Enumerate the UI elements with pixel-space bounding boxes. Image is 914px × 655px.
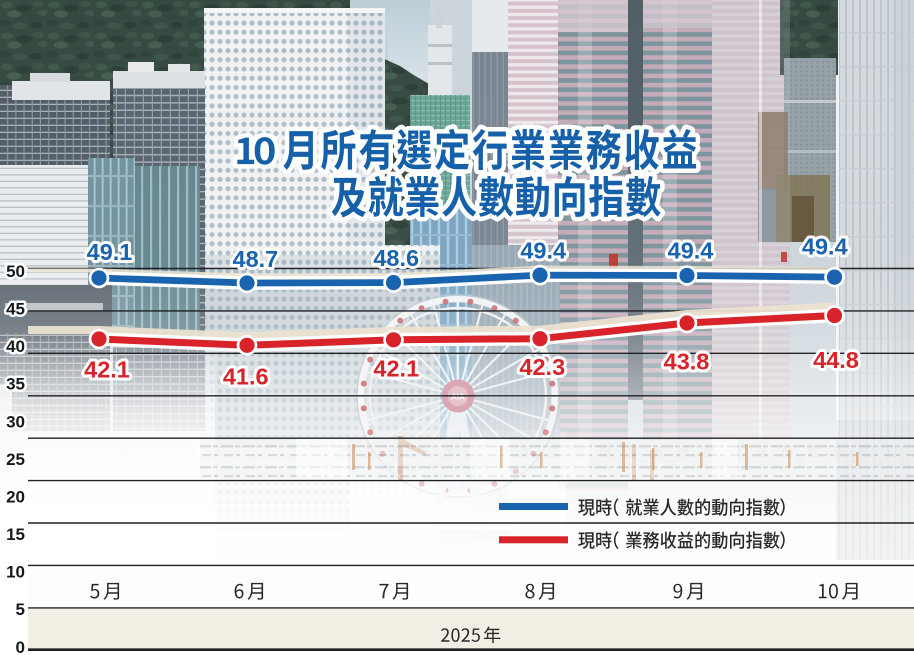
svg-text:50: 50	[6, 262, 25, 281]
svg-text:25: 25	[6, 450, 25, 469]
svg-text:42.1: 42.1	[373, 356, 419, 382]
svg-text:AIA: AIA	[451, 393, 465, 402]
svg-text:43.8: 43.8	[664, 348, 710, 374]
svg-text:20: 20	[6, 488, 25, 507]
svg-text:45: 45	[6, 300, 25, 319]
svg-text:35: 35	[6, 375, 25, 394]
svg-text:15: 15	[6, 525, 25, 544]
svg-text:44.8: 44.8	[813, 347, 859, 373]
svg-text:41.6: 41.6	[223, 363, 269, 389]
svg-text:49.4: 49.4	[802, 234, 848, 260]
svg-text:40: 40	[6, 337, 25, 356]
svg-text:0: 0	[16, 638, 25, 655]
svg-text:42.3: 42.3	[519, 354, 565, 380]
svg-text:5: 5	[16, 600, 25, 619]
svg-text:49.4: 49.4	[520, 238, 566, 264]
svg-text:10: 10	[6, 563, 25, 582]
svg-text:42.1: 42.1	[84, 356, 130, 382]
svg-text:49.1: 49.1	[87, 239, 133, 265]
svg-text:48.7: 48.7	[233, 246, 279, 272]
svg-text:48.6: 48.6	[373, 245, 419, 271]
svg-text:49.4: 49.4	[668, 238, 714, 264]
svg-text:30: 30	[6, 412, 25, 431]
